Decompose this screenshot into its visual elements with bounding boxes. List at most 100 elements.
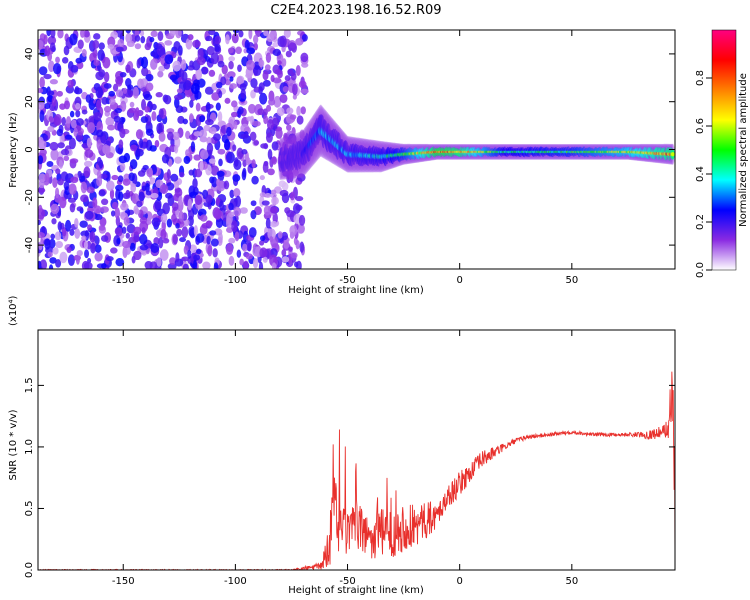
heatmap-cell bbox=[93, 59, 100, 67]
heatmap-cell bbox=[135, 129, 144, 140]
heatmap-cell bbox=[97, 49, 105, 61]
heatmap-cell bbox=[150, 243, 160, 254]
heatmap-cell bbox=[260, 143, 268, 149]
heatmap-cell bbox=[137, 78, 144, 89]
heatmap-cell bbox=[84, 149, 94, 158]
heatmap-cell bbox=[96, 170, 102, 179]
heatmap-cell bbox=[180, 59, 187, 71]
heatmap-cell bbox=[225, 226, 234, 234]
heatmap-cell bbox=[108, 90, 116, 97]
heatmap-cell bbox=[84, 249, 90, 259]
heatmap-cell bbox=[55, 168, 61, 175]
heatmap-cell bbox=[175, 252, 180, 263]
heatmap-cell bbox=[218, 90, 223, 99]
heatmap-cell bbox=[263, 114, 269, 125]
heatmap-cell bbox=[262, 71, 269, 81]
heatmap-cell bbox=[237, 64, 242, 73]
heatmap-cell bbox=[68, 183, 77, 195]
x-tick-label: -100 bbox=[224, 275, 247, 286]
heatmap-cell bbox=[101, 262, 107, 269]
heatmap-cell bbox=[295, 64, 301, 77]
heatmap-cell bbox=[125, 232, 130, 239]
heatmap-cell bbox=[281, 256, 290, 263]
heatmap-cell bbox=[96, 139, 103, 151]
heatmap-cell bbox=[39, 76, 45, 89]
heatmap-cell bbox=[196, 248, 202, 255]
heatmap-cell bbox=[237, 108, 242, 119]
heatmap-cell bbox=[161, 154, 170, 164]
heatmap-cell bbox=[194, 195, 203, 206]
heatmap-cell bbox=[115, 89, 124, 98]
heatmap-cell bbox=[214, 35, 222, 45]
heatmap-cell bbox=[96, 156, 102, 166]
colorbar-label: Normalized spectral amplitude bbox=[738, 73, 749, 227]
colorbar-tick-label: 0.8 bbox=[695, 70, 706, 86]
heatmap-cell bbox=[57, 178, 64, 186]
heatmap-cell bbox=[127, 84, 134, 90]
heatmap-cell bbox=[125, 32, 133, 44]
heatmap-cell bbox=[298, 80, 307, 89]
heatmap-cell bbox=[38, 187, 46, 193]
heatmap-cell bbox=[272, 41, 280, 48]
heatmap-cell bbox=[206, 142, 214, 155]
heatmap-cell bbox=[69, 158, 79, 164]
heatmap-cell bbox=[50, 233, 56, 240]
heatmap-cell bbox=[157, 31, 164, 42]
heatmap-cell bbox=[105, 256, 114, 262]
heatmap-cell bbox=[50, 203, 60, 215]
heatmap-cell bbox=[117, 175, 124, 183]
heatmap-cell bbox=[166, 131, 174, 141]
heatmap-cell bbox=[105, 171, 111, 183]
heatmap-cell bbox=[110, 247, 118, 254]
heatmap-cell bbox=[175, 30, 182, 39]
heatmap-cell bbox=[238, 30, 244, 38]
heatmap-cell bbox=[122, 226, 127, 234]
heatmap-cell bbox=[139, 233, 148, 245]
heatmap-cell bbox=[79, 220, 88, 228]
heatmap-cell bbox=[225, 151, 235, 164]
heatmap-cell bbox=[272, 48, 282, 57]
heatmap-cell bbox=[87, 122, 96, 134]
heatmap-cell bbox=[122, 240, 131, 249]
heatmap-cell bbox=[38, 241, 43, 251]
colorbar-tick-label: 0.2 bbox=[695, 214, 706, 230]
heatmap-cell bbox=[43, 73, 52, 80]
heatmap-cell bbox=[146, 219, 152, 225]
heatmap-cell bbox=[109, 188, 115, 200]
heatmap-cell bbox=[225, 34, 230, 45]
heatmap-cell bbox=[59, 251, 68, 264]
heatmap-cell bbox=[272, 77, 282, 84]
heatmap-cell bbox=[154, 139, 160, 148]
heatmap-cell bbox=[80, 181, 88, 194]
heatmap-cell bbox=[209, 126, 217, 135]
heatmap-cell bbox=[262, 161, 269, 174]
heatmap-cell bbox=[77, 170, 82, 179]
heatmap-cell bbox=[185, 37, 193, 50]
heatmap-cell bbox=[43, 34, 48, 45]
heatmap-cell bbox=[119, 127, 126, 139]
heatmap-cell bbox=[250, 78, 258, 89]
heatmap-cell bbox=[234, 231, 240, 242]
heatmap-cell bbox=[197, 48, 204, 61]
heatmap-cell bbox=[114, 108, 123, 114]
heatmap-cell bbox=[135, 148, 144, 157]
heatmap-cell bbox=[296, 105, 301, 116]
heatmap-cell bbox=[65, 116, 72, 128]
heatmap-cell bbox=[193, 225, 198, 237]
heatmap-cell bbox=[173, 41, 181, 51]
heatmap-cell bbox=[141, 185, 147, 191]
heatmap-cell bbox=[236, 75, 245, 85]
heatmap-cell bbox=[48, 264, 54, 269]
heatmap-cell bbox=[299, 129, 305, 140]
heatmap-cell bbox=[258, 261, 264, 269]
heatmap-cell bbox=[231, 33, 239, 44]
heatmap-cell bbox=[76, 250, 83, 257]
heatmap-cell bbox=[284, 75, 291, 82]
heatmap-cell bbox=[52, 177, 58, 188]
heatmap-cell bbox=[57, 142, 65, 149]
heatmap-cell bbox=[283, 30, 291, 38]
heatmap-cell bbox=[225, 243, 234, 255]
heatmap-cell bbox=[38, 155, 44, 165]
heatmap-cell bbox=[229, 189, 235, 199]
colorbar: 0.0 0.2 0.4 0.6 0.8 Normalized spectral ampl… bbox=[695, 29, 749, 278]
